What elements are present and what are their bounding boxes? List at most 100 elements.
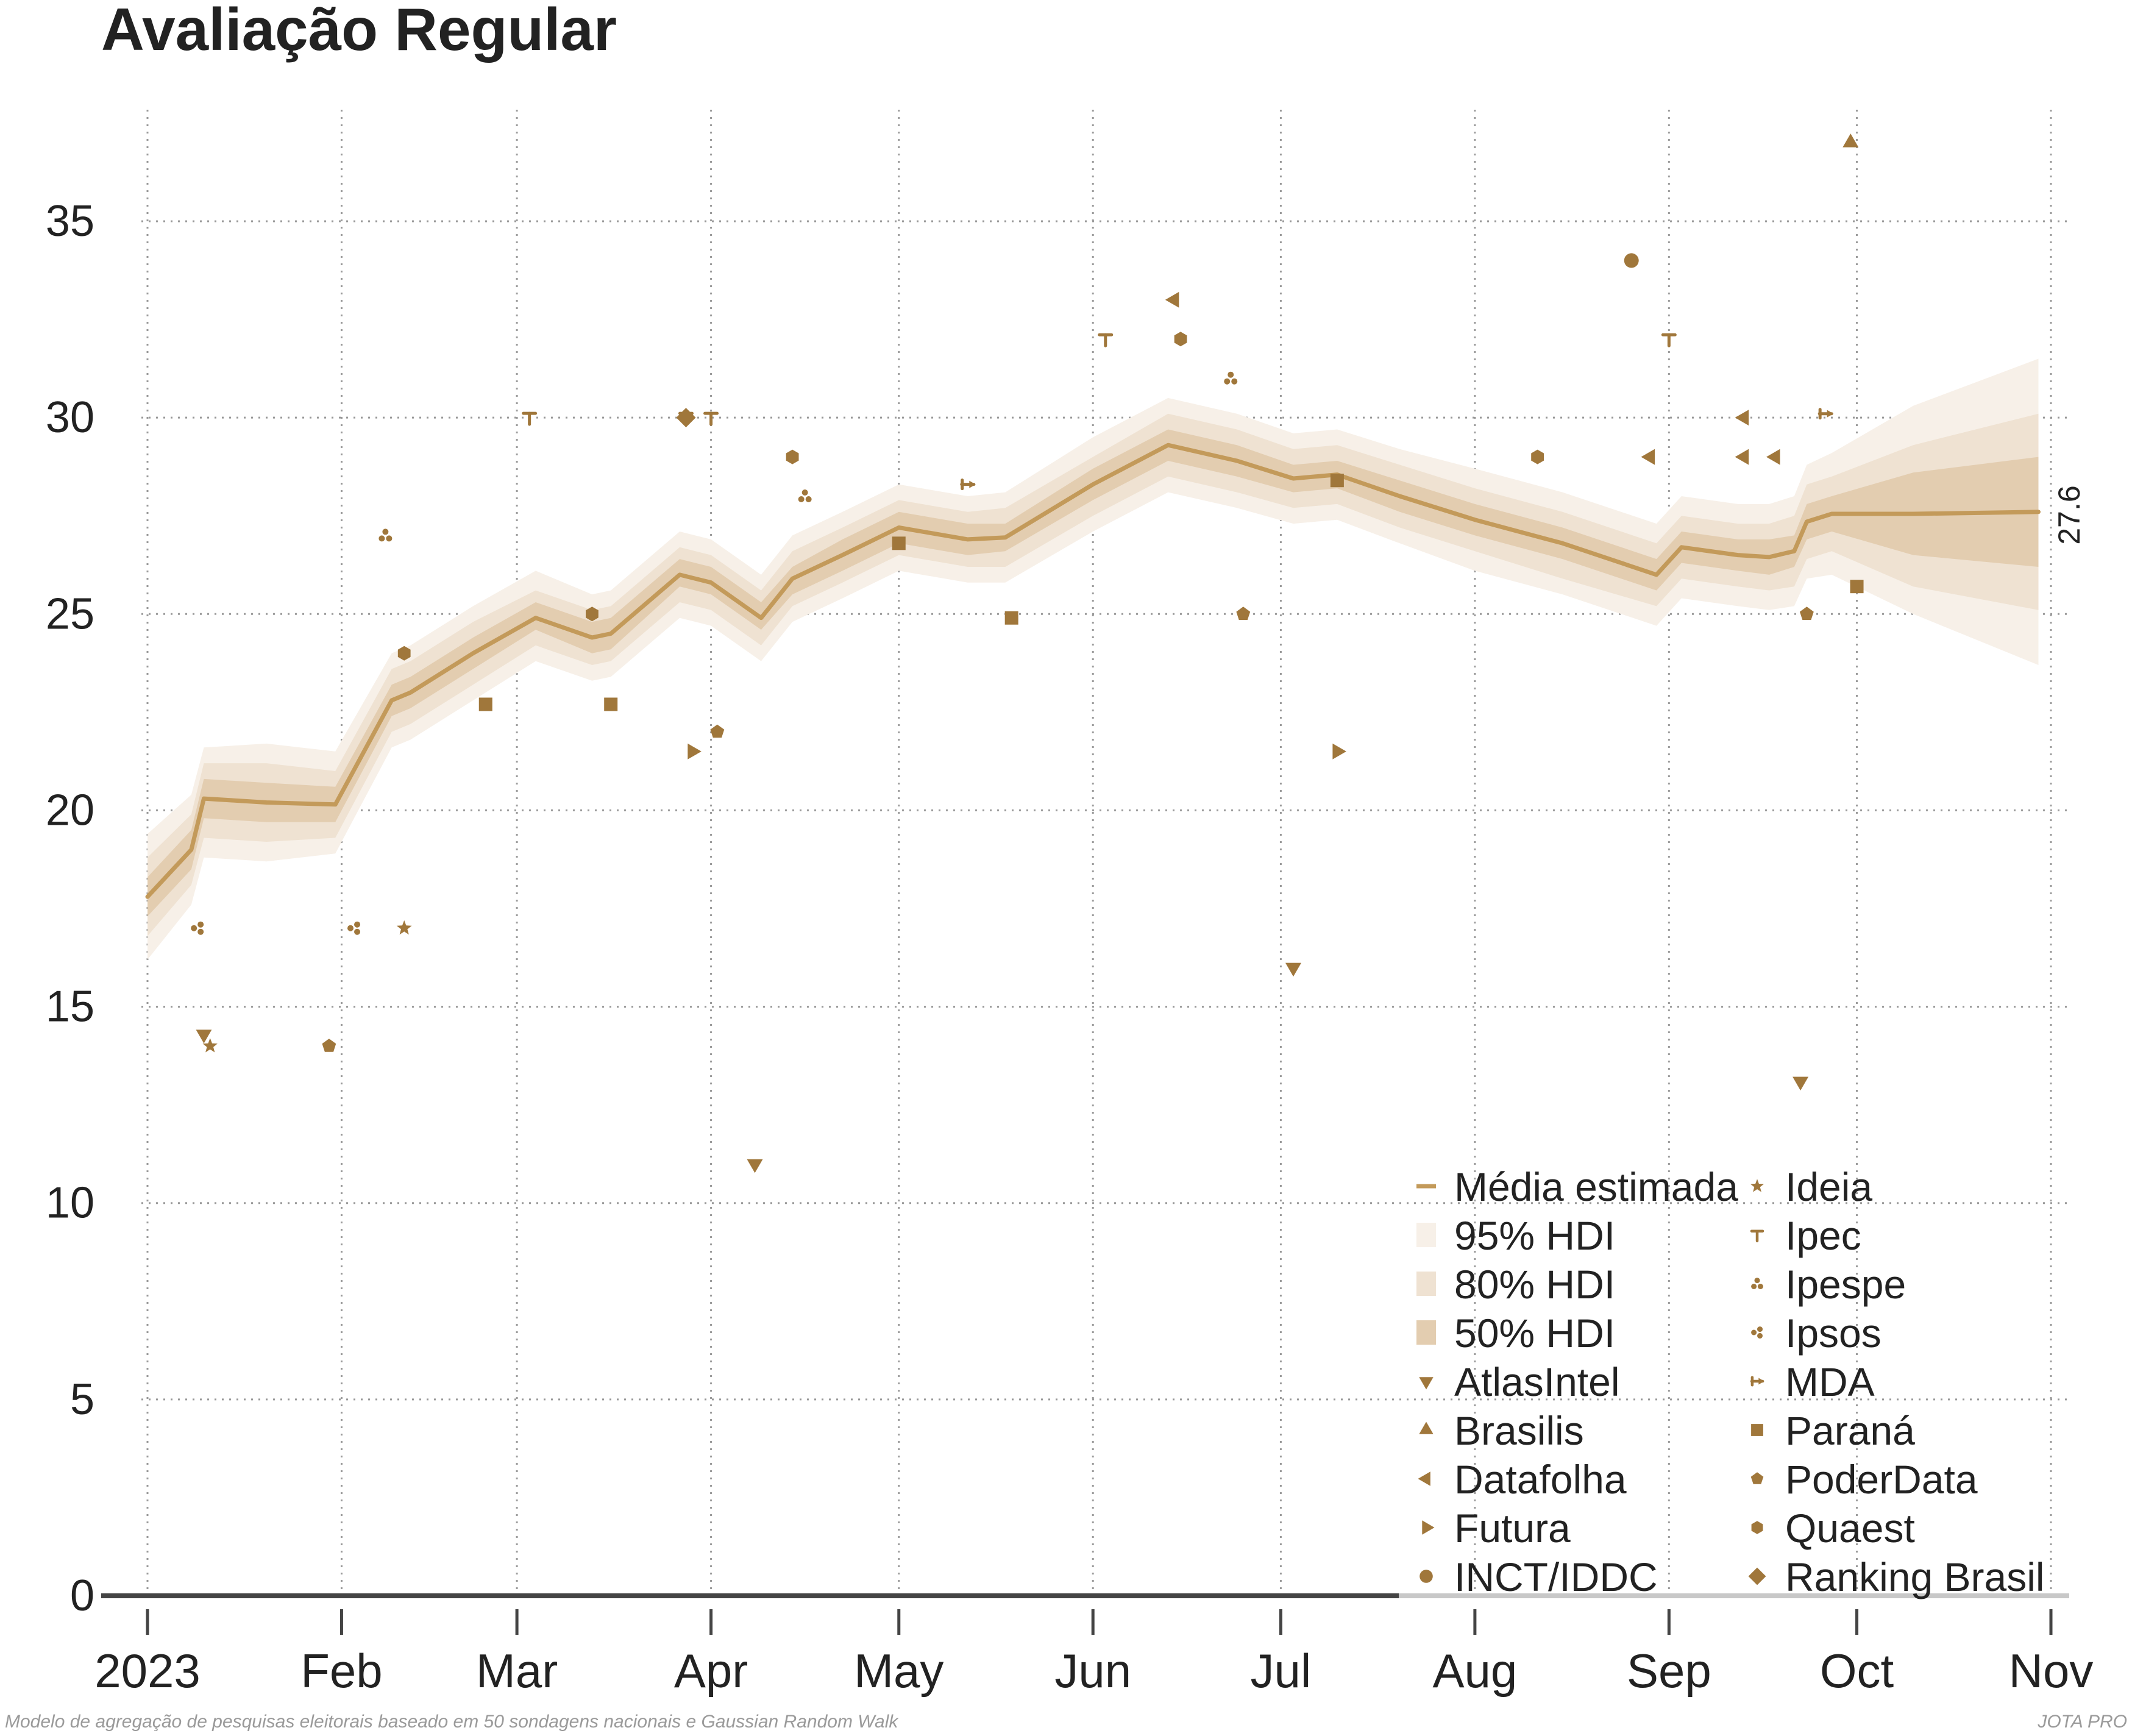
series-futura xyxy=(688,743,1346,760)
legend-item: PoderData xyxy=(1750,1457,1978,1502)
poll-point xyxy=(703,411,719,426)
legend-item: 50% HDI xyxy=(1416,1311,1615,1356)
x-tick-label: Feb xyxy=(300,1644,382,1698)
mean-line xyxy=(145,443,2041,899)
series-ranking-brasil xyxy=(676,408,696,428)
legend-marker xyxy=(1748,1567,1766,1585)
poll-point xyxy=(1641,449,1655,465)
poll-point xyxy=(1332,743,1346,760)
legend-label: Brasilis xyxy=(1454,1408,1584,1453)
hdi-95-band xyxy=(147,358,2039,960)
trend-line xyxy=(145,443,2041,899)
poll-point xyxy=(960,478,976,491)
poll-point xyxy=(1174,332,1187,347)
legend-label: INCT/IDDC xyxy=(1454,1554,1658,1599)
x-axis xyxy=(101,1593,2069,1635)
series-ideia xyxy=(202,920,412,1053)
x-tick-label: Jun xyxy=(1054,1644,1131,1698)
poll-point xyxy=(676,408,696,428)
series-quaest xyxy=(397,332,1544,661)
poll-point xyxy=(892,536,906,550)
poll-point xyxy=(378,528,393,542)
legend-item: Datafolha xyxy=(1418,1457,1627,1502)
legend-marker xyxy=(1751,1278,1763,1289)
tick-labels: 0 5 10 15 20 25 30 35 2023 Feb Mar Apr May Jun Jul Aug S… xyxy=(46,197,2093,1698)
poll-point xyxy=(786,449,799,464)
series-atlasintel xyxy=(196,962,1809,1173)
legend-item: 95% HDI xyxy=(1416,1213,1615,1258)
legend-item: Ranking Brasil xyxy=(1748,1554,2045,1599)
legend-item: INCT/IDDC xyxy=(1420,1554,1658,1599)
chart-title: Avaliação Regular xyxy=(101,0,617,63)
poll-point xyxy=(1735,410,1749,426)
poll-point xyxy=(798,489,812,502)
series-brasilis xyxy=(1842,133,1859,148)
x-tick-label: Mar xyxy=(476,1644,558,1698)
poll-point xyxy=(1004,611,1018,625)
poll-point xyxy=(522,411,538,426)
x-tick-label: Aug xyxy=(1432,1644,1517,1698)
legend-item: Quaest xyxy=(1751,1506,1915,1551)
legend-item: Média estimada xyxy=(1416,1164,1738,1209)
legend-label: Média estimada xyxy=(1454,1164,1738,1209)
poll-point xyxy=(196,1030,212,1044)
legend-item: MDA xyxy=(1750,1359,1875,1404)
legend-item: Ipsos xyxy=(1751,1311,1881,1356)
legend-label: Ipespe xyxy=(1785,1262,1906,1307)
y-tick-label: 15 xyxy=(46,983,94,1031)
poll-point xyxy=(322,1039,336,1052)
legend-label: 80% HDI xyxy=(1454,1262,1615,1307)
poll-point xyxy=(1766,449,1780,465)
x-tick-label: Apr xyxy=(674,1644,748,1698)
poll-point xyxy=(1735,449,1749,465)
poll-point xyxy=(604,697,618,711)
poll-point xyxy=(1850,580,1864,594)
y-tick-label: 25 xyxy=(46,589,94,638)
series-datafolha xyxy=(1165,291,1780,465)
y-tick-label: 5 xyxy=(70,1375,94,1424)
series-poderdata xyxy=(322,607,1814,1052)
poll-point xyxy=(1285,962,1301,977)
series-ipsos xyxy=(191,921,361,935)
legend-label: Paraná xyxy=(1785,1408,1915,1453)
caption-right: JOTA PRO xyxy=(2037,1712,2127,1732)
legend-label: Ipsos xyxy=(1785,1311,1881,1356)
poll-point xyxy=(1098,333,1114,347)
legend-swatch xyxy=(1416,1320,1436,1345)
x-tick-label: Jul xyxy=(1251,1644,1312,1698)
poll-point xyxy=(586,607,599,622)
y-tick-label: 10 xyxy=(46,1179,94,1228)
poll-point xyxy=(688,743,702,760)
legend-marker xyxy=(1750,1229,1764,1243)
legend-swatch xyxy=(1416,1272,1436,1296)
legend-marker xyxy=(1422,1520,1435,1535)
y-tick-label: 35 xyxy=(46,197,94,246)
legend-marker xyxy=(1750,1179,1764,1192)
legend-swatch xyxy=(1416,1223,1436,1247)
y-tick-label: 0 xyxy=(70,1571,94,1620)
caption-left: Modelo de agregação de pesquisas eleitor… xyxy=(5,1712,899,1732)
poll-point xyxy=(1330,474,1344,488)
legend-marker xyxy=(1751,1521,1763,1534)
y-tick-label: 30 xyxy=(46,393,94,442)
legend-item: Paraná xyxy=(1751,1408,1915,1453)
legend-marker xyxy=(1419,1377,1434,1390)
legend-item: Ideia xyxy=(1750,1164,1872,1209)
poll-point xyxy=(710,724,725,738)
x-tick-label: Oct xyxy=(1820,1644,1894,1698)
poll-point xyxy=(1842,133,1859,148)
final-value-label: 27.6 xyxy=(2052,485,2086,544)
legend-item: 80% HDI xyxy=(1416,1262,1615,1307)
legend-marker xyxy=(1750,1376,1764,1387)
legend-item: AtlasIntel xyxy=(1419,1359,1619,1404)
poll-point xyxy=(1224,371,1238,385)
legend-label: AtlasIntel xyxy=(1454,1359,1619,1404)
poll-point xyxy=(1624,253,1639,268)
legend-marker xyxy=(1418,1471,1430,1486)
poll-point xyxy=(747,1159,763,1173)
poll-point xyxy=(1236,607,1251,620)
series-mda xyxy=(960,408,1834,491)
legend-label: Ranking Brasil xyxy=(1785,1554,2045,1599)
